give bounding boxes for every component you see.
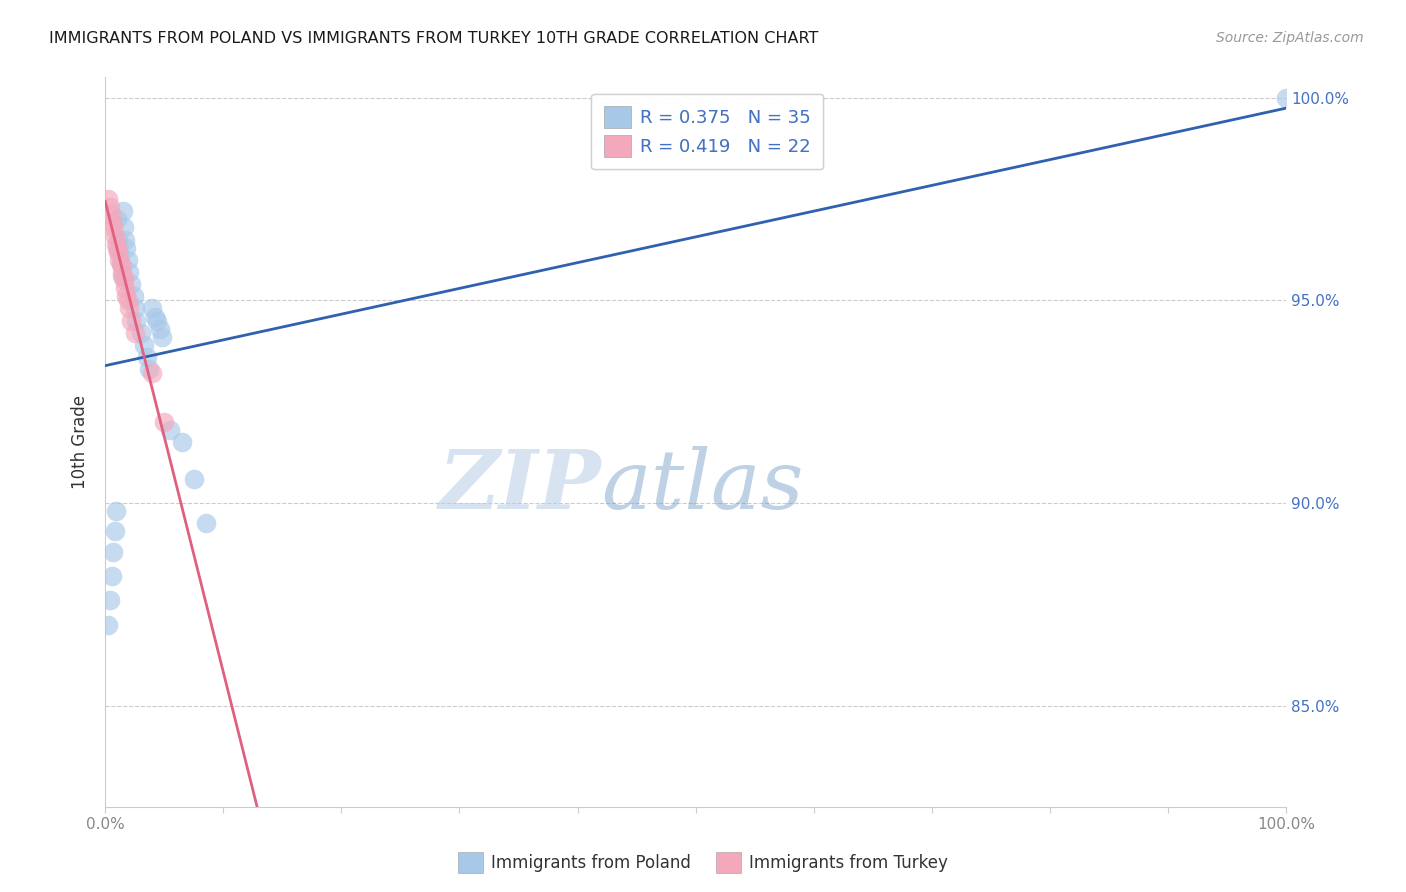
Point — [117, 293, 139, 308]
Point — [125, 313, 148, 327]
Point — [117, 252, 139, 267]
Point — [100, 208, 122, 222]
Point — [118, 301, 141, 316]
Point — [103, 544, 125, 558]
Point — [104, 524, 127, 539]
Point — [143, 310, 166, 324]
Point — [141, 367, 163, 381]
Point — [110, 257, 132, 271]
Text: ZIP: ZIP — [439, 446, 602, 526]
Point — [107, 233, 129, 247]
Point — [115, 289, 138, 303]
Text: Source: ZipAtlas.com: Source: ZipAtlas.com — [1216, 31, 1364, 45]
Legend: Immigrants from Poland, Immigrants from Turkey: Immigrants from Poland, Immigrants from … — [451, 846, 955, 880]
Point — [110, 257, 132, 271]
Point — [124, 326, 146, 340]
Point — [111, 265, 134, 279]
Point — [112, 220, 135, 235]
Point — [159, 423, 181, 437]
Point — [97, 192, 120, 206]
Point — [146, 313, 169, 327]
Point — [104, 504, 127, 518]
Point — [111, 268, 134, 283]
Point — [118, 265, 141, 279]
Point — [104, 236, 127, 251]
Point — [103, 220, 125, 235]
Text: atlas: atlas — [602, 446, 803, 526]
Point — [170, 435, 193, 450]
Point — [120, 277, 142, 292]
Point — [108, 252, 131, 267]
Point — [97, 617, 120, 632]
Point — [105, 241, 128, 255]
Point — [1275, 91, 1298, 105]
Point — [135, 350, 157, 364]
Point — [112, 273, 135, 287]
Point — [107, 244, 129, 259]
Point — [101, 216, 124, 230]
Point — [111, 204, 134, 219]
Point — [98, 593, 121, 607]
Point — [105, 212, 128, 227]
Point — [115, 241, 138, 255]
Point — [114, 233, 136, 247]
Point — [111, 268, 134, 283]
Point — [124, 301, 146, 316]
Point — [138, 362, 160, 376]
Point — [114, 281, 136, 295]
Point — [122, 289, 145, 303]
Point — [153, 415, 176, 429]
Point — [120, 313, 142, 327]
Point — [150, 330, 173, 344]
Y-axis label: 10th Grade: 10th Grade — [72, 395, 89, 489]
Point — [98, 200, 121, 214]
Point — [101, 569, 124, 583]
Point — [183, 472, 205, 486]
Point — [148, 322, 170, 336]
Legend: R = 0.375   N = 35, R = 0.419   N = 22: R = 0.375 N = 35, R = 0.419 N = 22 — [592, 94, 824, 169]
Point — [194, 516, 217, 531]
Point — [108, 244, 131, 259]
Point — [141, 301, 163, 316]
Text: IMMIGRANTS FROM POLAND VS IMMIGRANTS FROM TURKEY 10TH GRADE CORRELATION CHART: IMMIGRANTS FROM POLAND VS IMMIGRANTS FRO… — [49, 31, 818, 46]
Point — [129, 326, 152, 340]
Point — [134, 338, 156, 352]
Point — [104, 228, 127, 243]
